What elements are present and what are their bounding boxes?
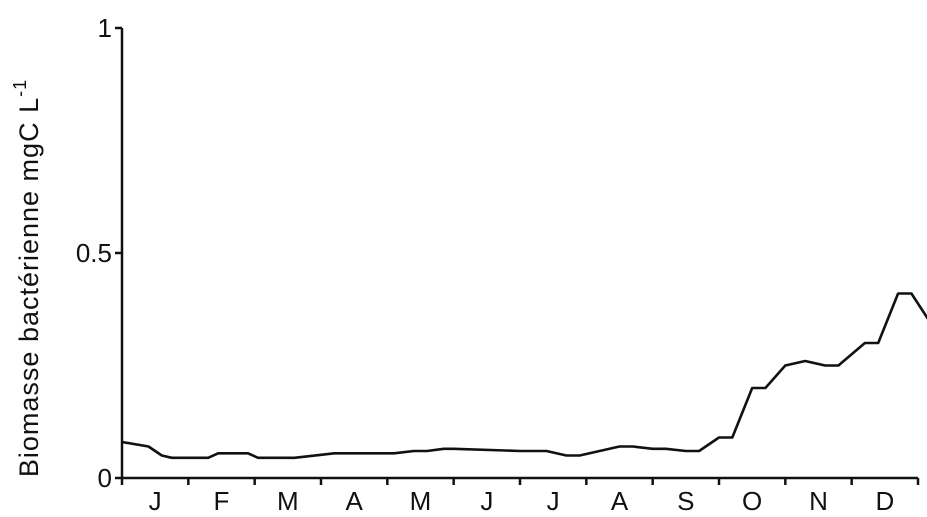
x-tick-label: N [809,486,828,516]
series-line-0 [121,292,927,460]
x-tick-label: A [611,486,629,516]
x-tick-label: O [742,486,762,516]
x-tick-label: J [480,486,493,516]
x-tick-label: J [149,486,162,516]
series-layer [121,292,927,460]
y-tick-label: 0 [98,463,112,493]
y-axis-title-main: Biomasse bactérienne mgC L [14,97,44,477]
y-tick-label: 0.5 [76,238,112,268]
y-tick-label: 1 [98,13,112,43]
axes [120,28,918,480]
y-ticks: 00.51 [76,13,122,493]
x-tick-label: F [214,486,230,516]
x-tick-label: A [345,486,363,516]
y-axis-title-superscript: -1 [10,79,30,97]
x-tick-label: S [677,486,694,516]
x-tick-label: D [875,486,894,516]
x-tick-label: J [547,486,560,516]
x-tick-label: M [410,486,432,516]
x-tick-label: M [277,486,299,516]
y-axis-title: Biomasse bactérienne mgC L-1 [10,79,44,477]
